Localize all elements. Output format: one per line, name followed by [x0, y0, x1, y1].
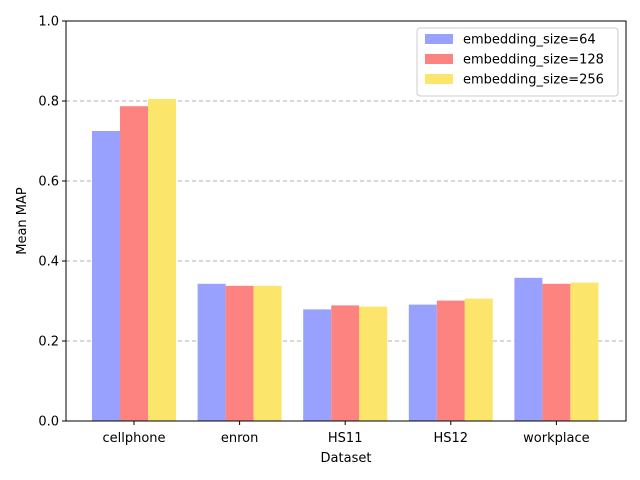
legend-swatch [425, 54, 453, 64]
bar [120, 106, 148, 421]
legend-swatch [425, 74, 453, 84]
bar [225, 285, 254, 421]
y-tick-label: 1.0 [38, 15, 59, 30]
y-tick-label: 0.8 [38, 95, 59, 110]
bar [148, 99, 176, 421]
bar [514, 277, 543, 421]
y-axis-ticks: 0.0 0.2 0.4 0.6 0.8 1.0 [38, 15, 66, 430]
bar [303, 309, 332, 421]
x-tick-label: workplace [523, 431, 589, 446]
x-axis-label: Dataset [321, 451, 372, 466]
bar [464, 298, 493, 421]
legend-label: embedding_size=128 [463, 53, 604, 68]
x-tick-label: cellphone [102, 431, 165, 446]
bar [436, 300, 465, 421]
x-tick-label: enron [221, 431, 259, 446]
bar [197, 283, 226, 421]
y-tick-label: 0.4 [38, 255, 59, 270]
legend-frame [416, 27, 619, 97]
bars [92, 99, 599, 421]
y-tick-label: 0.2 [38, 335, 59, 350]
x-tick-label: HS11 [328, 431, 363, 446]
x-axis-ticks: cellphone enron HS11 HS12 workplace [102, 421, 590, 446]
legend-swatch [425, 34, 453, 44]
bar [570, 282, 599, 421]
y-axis-label: Mean MAP [15, 187, 30, 255]
y-tick-label: 0.0 [38, 415, 59, 430]
legend: embedding_size=64 embedding_size=128embed… [416, 27, 619, 97]
legend-label: embedding_size=64 [463, 33, 596, 48]
bar [253, 285, 282, 421]
bar [92, 131, 120, 421]
plot-area-frame [65, 20, 627, 422]
legend-label: embedding_size=256 [463, 73, 604, 88]
bar [331, 305, 360, 421]
x-tick-label: HS12 [434, 431, 469, 446]
bar [359, 306, 388, 421]
bar [542, 283, 571, 421]
bar [408, 304, 437, 421]
y-tick-label: 0.6 [38, 175, 59, 190]
